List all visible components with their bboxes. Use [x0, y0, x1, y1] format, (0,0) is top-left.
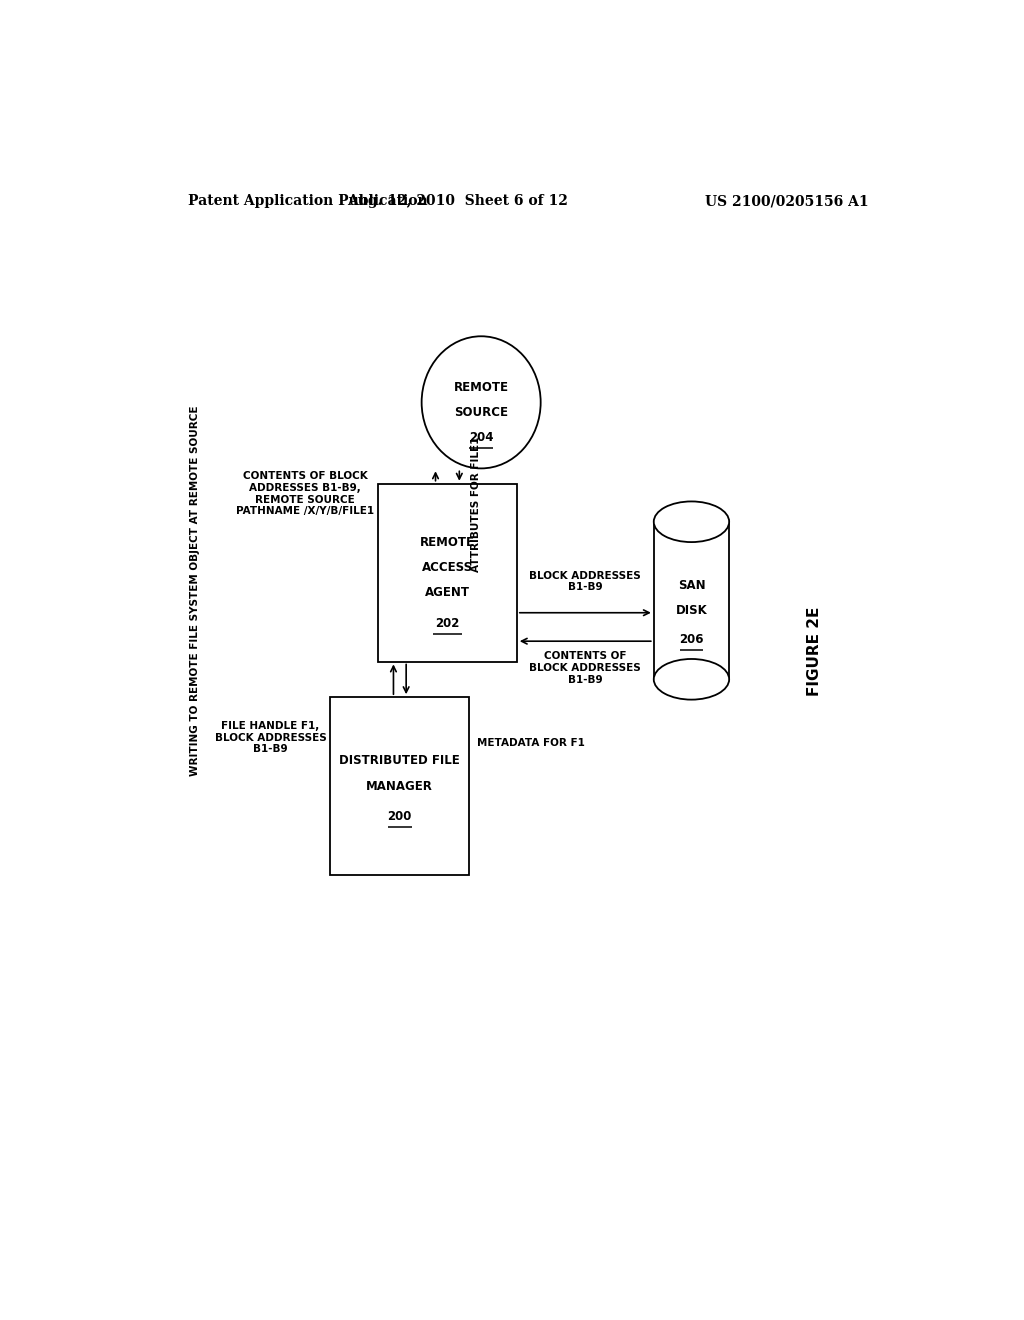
Text: 204: 204 [469, 432, 494, 445]
Text: WRITING TO REMOTE FILE SYSTEM OBJECT AT REMOTE SOURCE: WRITING TO REMOTE FILE SYSTEM OBJECT AT … [190, 405, 201, 776]
Text: MANAGER: MANAGER [367, 780, 433, 792]
Bar [653, 521, 729, 680]
Text: FILE HANDLE F1,
BLOCK ADDRESSES
B1-B9: FILE HANDLE F1, BLOCK ADDRESSES B1-B9 [215, 721, 327, 754]
Text: ACCESS: ACCESS [422, 561, 473, 574]
Ellipse shape [422, 337, 541, 469]
Text: FIGURE 2E: FIGURE 2E [807, 607, 822, 696]
Text: 200: 200 [388, 810, 412, 822]
Ellipse shape [653, 502, 729, 543]
Text: CONTENTS OF
BLOCK ADDRESSES
B1-B9: CONTENTS OF BLOCK ADDRESSES B1-B9 [529, 651, 641, 685]
Text: 206: 206 [679, 632, 703, 645]
Text: REMOTE: REMOTE [420, 536, 475, 549]
Text: REMOTE: REMOTE [454, 380, 509, 393]
Text: DISK: DISK [676, 605, 708, 618]
FancyBboxPatch shape [378, 483, 517, 661]
Text: Aug. 12, 2010  Sheet 6 of 12: Aug. 12, 2010 Sheet 6 of 12 [347, 194, 567, 209]
Text: CONTENTS OF BLOCK
ADDRESSES B1-B9,
REMOTE SOURCE
PATHNAME /X/Y/B/FILE1: CONTENTS OF BLOCK ADDRESSES B1-B9, REMOT… [236, 471, 374, 516]
Text: US 2100/0205156 A1: US 2100/0205156 A1 [705, 194, 868, 209]
Ellipse shape [653, 659, 729, 700]
Text: SAN: SAN [678, 578, 706, 591]
Text: SOURCE: SOURCE [455, 407, 508, 418]
Text: AGENT: AGENT [425, 586, 470, 599]
Text: ATTRIBUTES FOR FILE1: ATTRIBUTES FOR FILE1 [471, 437, 481, 572]
Text: Patent Application Publication: Patent Application Publication [187, 194, 427, 209]
FancyBboxPatch shape [331, 697, 469, 875]
Text: METADATA FOR F1: METADATA FOR F1 [477, 738, 585, 748]
Text: BLOCK ADDRESSES
B1-B9: BLOCK ADDRESSES B1-B9 [529, 570, 641, 593]
Text: 202: 202 [435, 616, 460, 630]
Text: DISTRIBUTED FILE: DISTRIBUTED FILE [339, 754, 460, 767]
